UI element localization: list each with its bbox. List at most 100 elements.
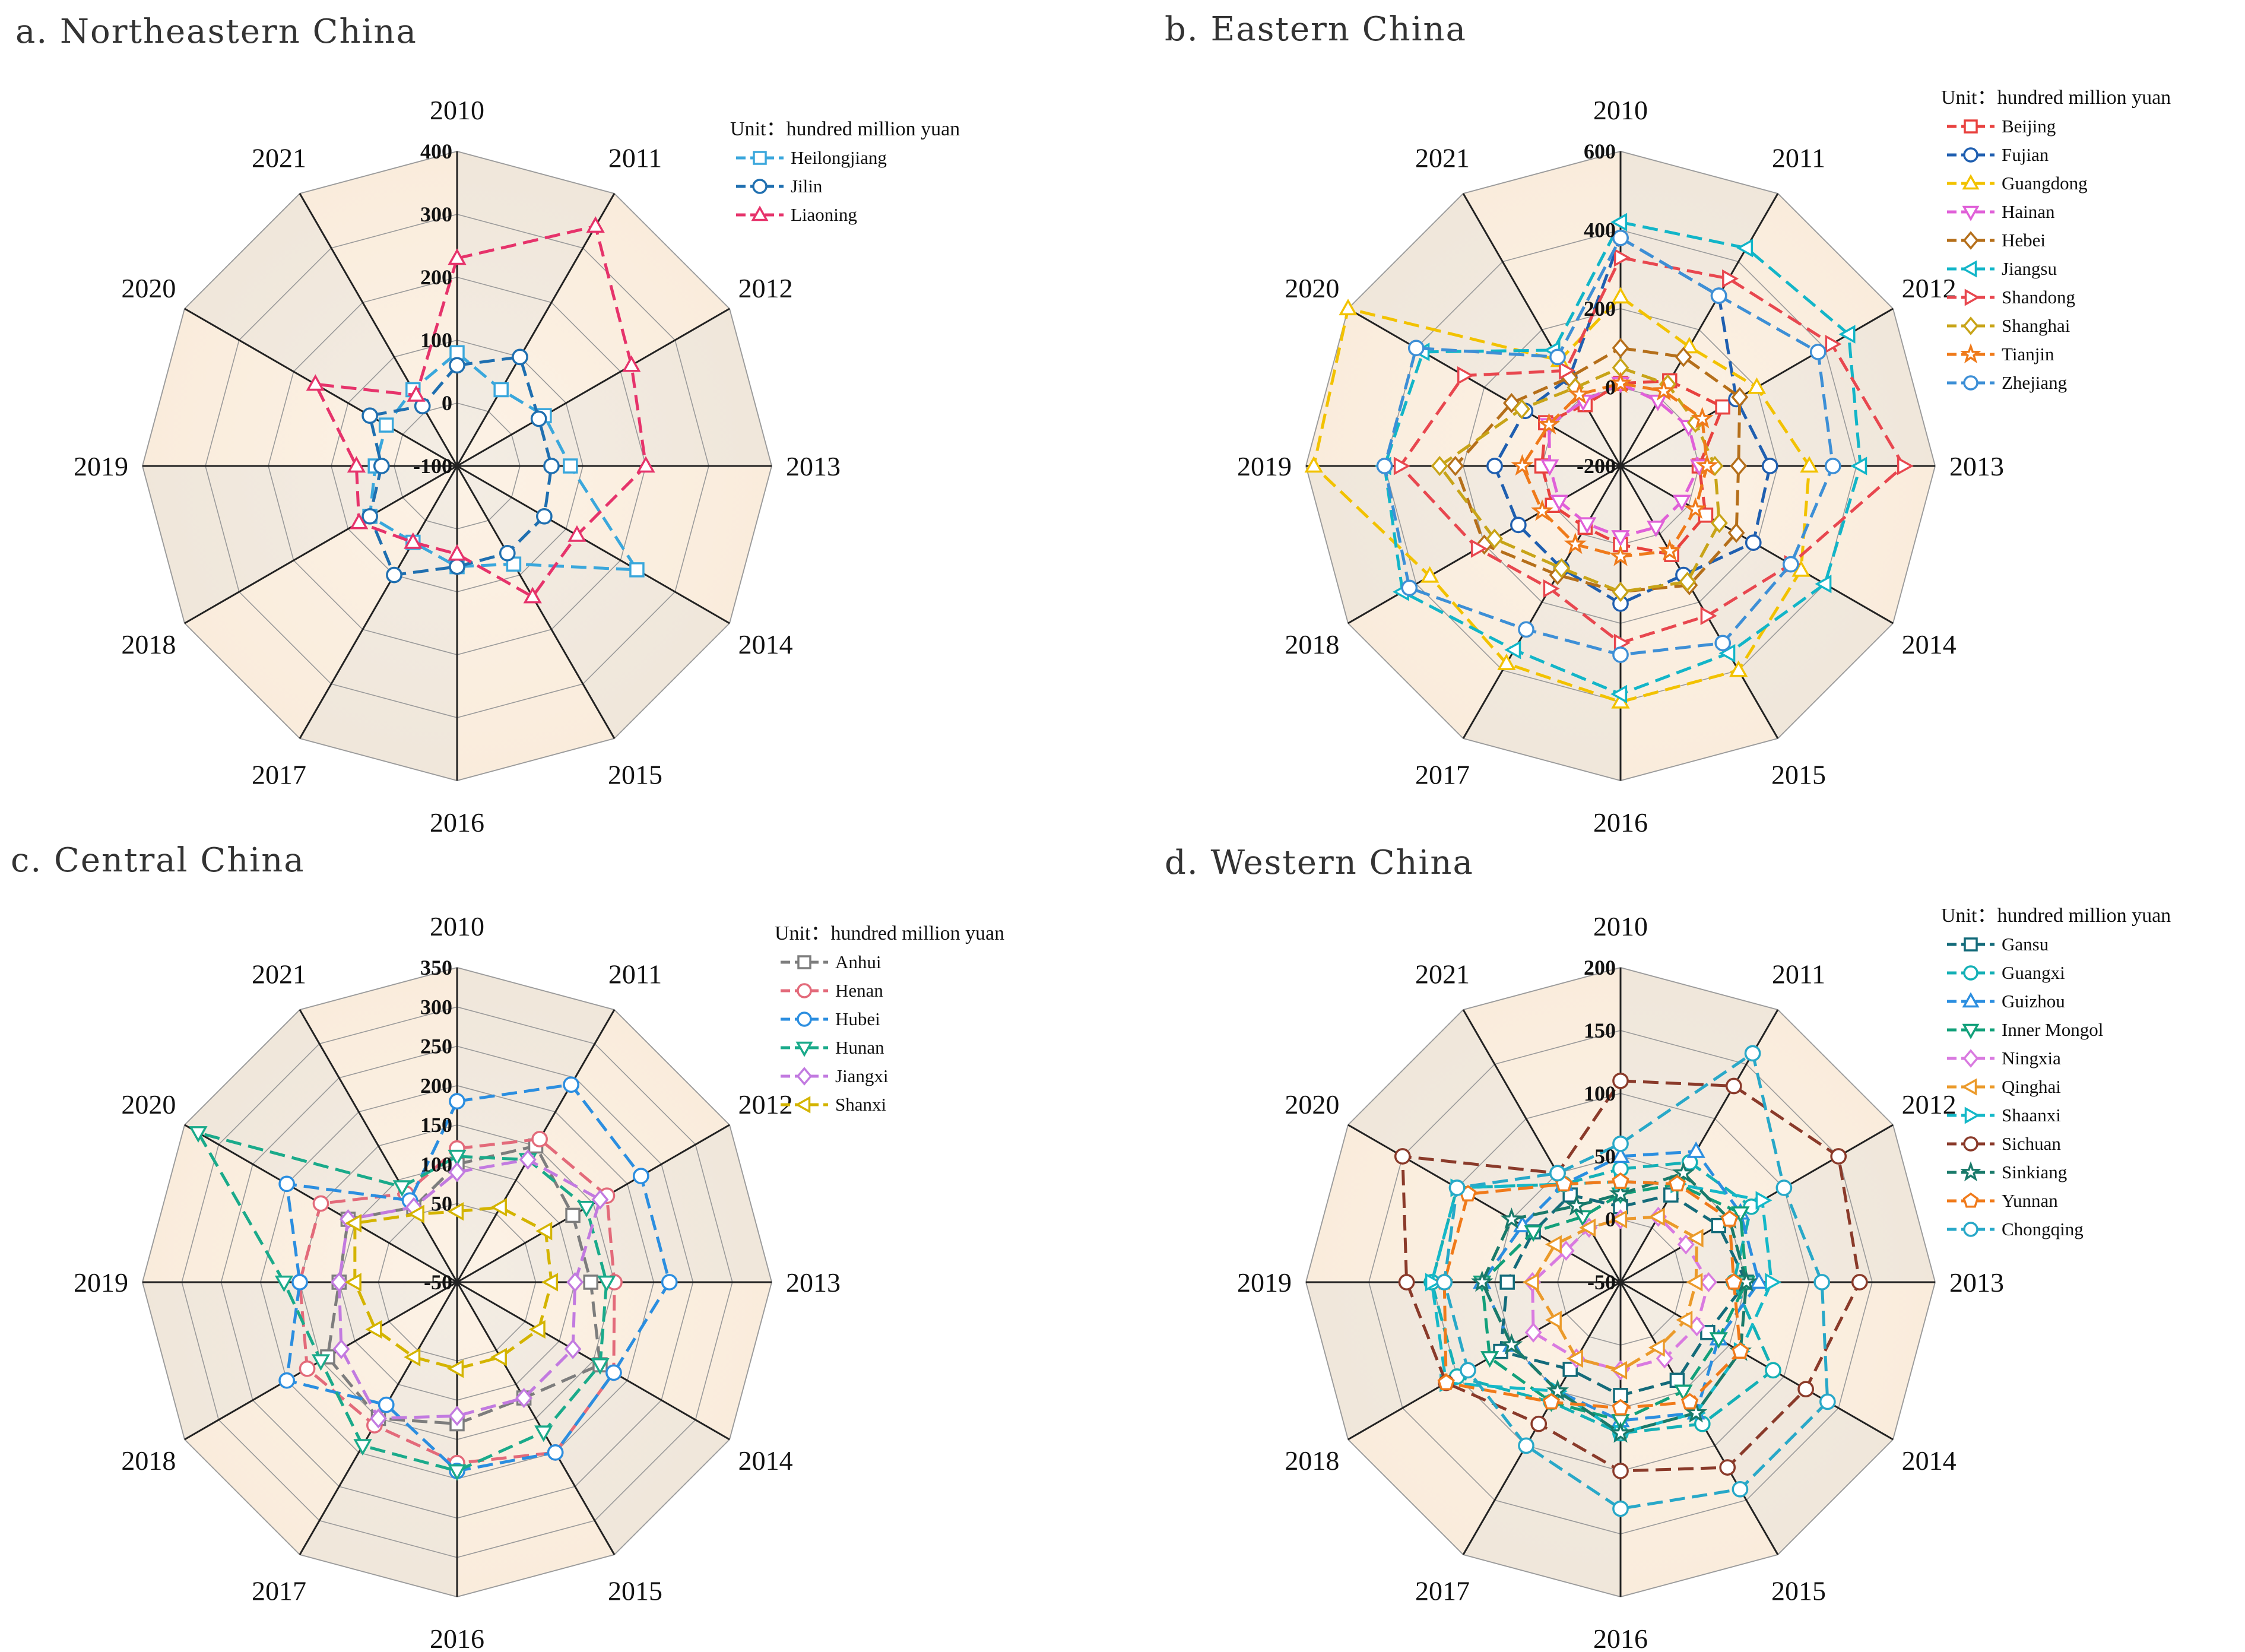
panel-eastern-china: b. Eastern China 600 400 200 0 -200 2010 2011… bbox=[1165, 10, 2171, 838]
data-point-fujian-2019 bbox=[1486, 458, 1503, 474]
legend-swatch-marker bbox=[752, 179, 768, 194]
category-label-2020: 2020 bbox=[121, 1089, 176, 1120]
legend: Unit：hundred million yuan Heilongjiang Ji… bbox=[730, 118, 960, 225]
series-tianjin bbox=[1511, 371, 1718, 566]
legend-swatch-marker bbox=[1962, 174, 1980, 190]
data-point-shanghai-2019 bbox=[1431, 455, 1448, 477]
data-point-jiangxi-2012 bbox=[591, 1189, 609, 1210]
data-point-yunnan-2018 bbox=[1437, 1374, 1455, 1391]
category-label-2010: 2010 bbox=[1593, 911, 1648, 941]
legend-item-fujian: Fujian bbox=[1947, 144, 2049, 165]
legend-item-shandong: Shandong bbox=[1947, 287, 2075, 307]
category-label-2021: 2021 bbox=[1415, 142, 1470, 173]
data-point-hebei-2020 bbox=[1503, 392, 1520, 414]
data-point-guangdong-2010 bbox=[1611, 287, 1630, 304]
data-point-qinghai-2011 bbox=[1648, 1207, 1665, 1226]
data-point-sichuan-2013 bbox=[1851, 1274, 1868, 1290]
tick-label: -100 bbox=[413, 454, 452, 478]
data-point-yunnan-2013 bbox=[1725, 1273, 1743, 1290]
data-point-sichuan-2017 bbox=[1530, 1415, 1548, 1432]
data-point-tianjin-2015 bbox=[1658, 539, 1681, 561]
legend-swatch-marker bbox=[795, 1096, 811, 1114]
radar-spoke bbox=[456, 1282, 616, 1555]
category-label-2013: 2013 bbox=[786, 1267, 841, 1298]
series-liaoning bbox=[306, 216, 655, 604]
data-point-shanxi-2021 bbox=[407, 1204, 424, 1223]
data-point-zhejiang-2014 bbox=[1783, 556, 1799, 573]
radar-grid bbox=[141, 150, 773, 782]
legend-item-qinghai: Qinghai bbox=[1947, 1076, 2061, 1097]
data-point-shandong-2021 bbox=[1559, 361, 1576, 380]
legend-swatch-marker bbox=[1963, 375, 1978, 391]
data-point-yunnan-2012 bbox=[1720, 1210, 1739, 1227]
data-point-zhejiang-2015 bbox=[1714, 635, 1732, 652]
tick-label: 300 bbox=[420, 202, 452, 226]
data-point-sichuan-2010 bbox=[1612, 1072, 1629, 1089]
radar-tick-labels: 400 300 200 100 0 -100 bbox=[413, 139, 452, 478]
data-point-shaanxi-2019 bbox=[1425, 1273, 1442, 1292]
category-label-2015: 2015 bbox=[1771, 760, 1826, 790]
category-label-2019: 2019 bbox=[74, 451, 128, 481]
legend-item-tianjin: Tianjin bbox=[1947, 343, 2054, 364]
data-point-zhejiang-2012 bbox=[1809, 344, 1827, 360]
data-point-shandong-2017 bbox=[1543, 579, 1560, 598]
data-point-hebei-2010 bbox=[1612, 338, 1629, 359]
legend-swatch-marker bbox=[1960, 1161, 1981, 1182]
legend-label: Sinkiang bbox=[2002, 1162, 2067, 1182]
legend-label: Hunan bbox=[835, 1037, 884, 1058]
radar-spoke bbox=[1347, 1124, 1621, 1283]
legend-label: Shaanxi bbox=[2002, 1105, 2061, 1125]
legend: Unit：hundred million yuan Beijing Fujian G… bbox=[1941, 87, 2171, 393]
data-point-hainan-2018 bbox=[1550, 494, 1569, 512]
data-point-shandong-2020 bbox=[1457, 366, 1474, 385]
tick-label: 200 bbox=[420, 265, 452, 289]
radar-spoke bbox=[299, 193, 458, 467]
radar-category-labels: 2010201120122013201420152016201720182019… bbox=[74, 911, 841, 1652]
data-point-jilin-2020 bbox=[362, 407, 378, 424]
data-point-hubei-2014 bbox=[605, 1364, 622, 1381]
data-point-liaoning-2017 bbox=[404, 532, 423, 549]
data-point-jiangsu-2014 bbox=[1815, 575, 1832, 594]
data-point-hunan-2017 bbox=[353, 1439, 372, 1456]
data-point-chongqing-2014 bbox=[1819, 1393, 1836, 1410]
category-label-2020: 2020 bbox=[121, 273, 176, 303]
legend-label: Guangxi bbox=[2002, 962, 2065, 983]
category-label-2018: 2018 bbox=[1285, 1445, 1339, 1476]
data-point-inner-mongol-2014 bbox=[1709, 1332, 1728, 1349]
tick-label: 400 bbox=[1584, 218, 1616, 242]
data-point-fujian-2014 bbox=[1745, 534, 1762, 551]
data-point-shandong-2011 bbox=[1722, 269, 1739, 288]
tick-label: 350 bbox=[420, 956, 452, 979]
data-point-sinkiang-2019 bbox=[1470, 1270, 1494, 1292]
data-point-guangdong-2013 bbox=[1800, 456, 1819, 473]
data-point-jiangxi-2016 bbox=[448, 1406, 466, 1426]
data-point-zhejiang-2019 bbox=[1376, 458, 1393, 474]
data-point-sichuan-2014 bbox=[1797, 1381, 1814, 1398]
data-point-chongqing-2019 bbox=[1436, 1274, 1453, 1290]
category-label-2012: 2012 bbox=[738, 273, 793, 303]
data-point-hainan-2011 bbox=[1648, 394, 1667, 411]
data-point-hubei-2020 bbox=[278, 1175, 295, 1193]
legend-item-sichuan: Sichuan bbox=[1947, 1133, 2061, 1154]
legend-item-guizhou: Guizhou bbox=[1947, 991, 2065, 1012]
data-point-jilin-2016 bbox=[449, 558, 465, 575]
data-point-heilongjiang-2011 bbox=[493, 382, 509, 398]
category-label-2018: 2018 bbox=[121, 629, 176, 659]
data-point-hunan-2010 bbox=[448, 1149, 467, 1166]
data-point-fujian-2018 bbox=[1510, 516, 1527, 534]
legend-swatch-marker bbox=[1963, 147, 1978, 163]
data-point-chongqing-2021 bbox=[1549, 1165, 1566, 1182]
data-point-shanxi-2017 bbox=[404, 1347, 421, 1366]
radar-spoke bbox=[1620, 1281, 1894, 1441]
radar-spoke bbox=[1347, 307, 1621, 467]
legend-item-chongqing: Chongqing bbox=[1947, 1219, 2084, 1239]
data-point-guangdong-2018 bbox=[1420, 566, 1439, 583]
legend-label: Hebei bbox=[2002, 230, 2046, 251]
panel-central-china: c. Central China 350 300 250 200 150 100 50 -50… bbox=[11, 841, 1004, 1652]
tick-label: 100 bbox=[420, 328, 452, 352]
legend-swatch-marker bbox=[1961, 1078, 1977, 1096]
data-point-chongqing-2013 bbox=[1813, 1274, 1831, 1290]
data-point-jiangsu-2017 bbox=[1504, 640, 1521, 659]
data-point-sichuan-2012 bbox=[1830, 1148, 1847, 1165]
legend-swatch-marker bbox=[1962, 1023, 1980, 1039]
